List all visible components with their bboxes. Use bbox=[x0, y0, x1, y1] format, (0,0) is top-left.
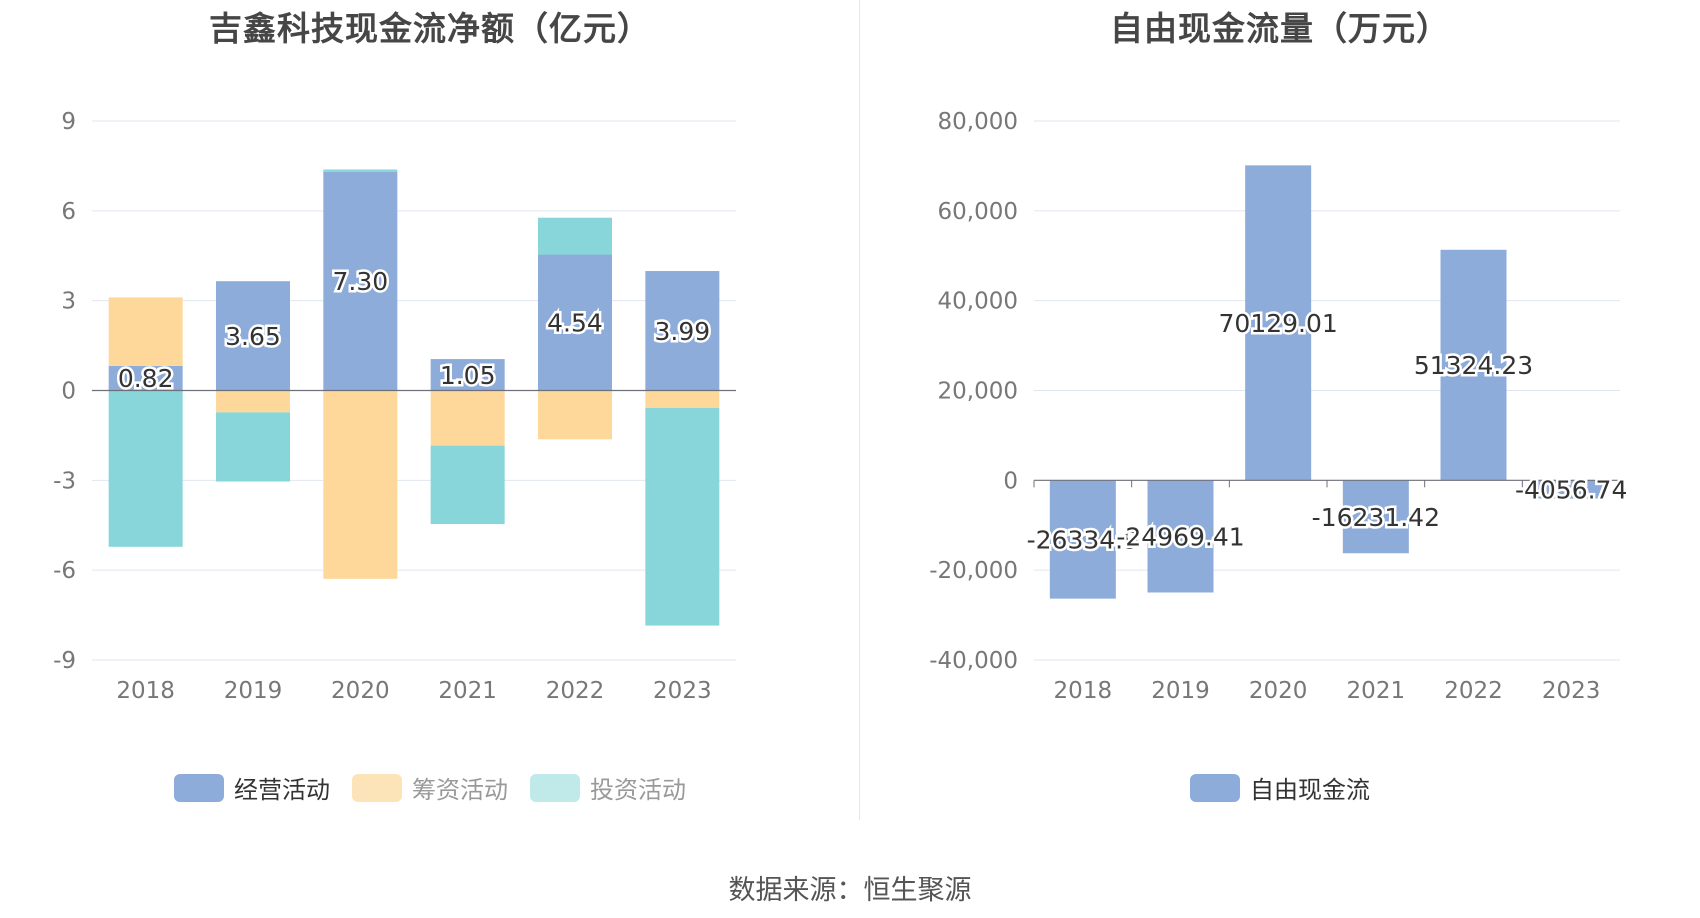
legend-item-financing[interactable]: 筹资活动 bbox=[352, 770, 508, 805]
legend-right: 自由现金流 bbox=[860, 770, 1700, 805]
y-tick-label: 6 bbox=[61, 199, 76, 225]
x-tick-label: 2018 bbox=[1054, 678, 1113, 704]
y-tick-label: -20,000 bbox=[929, 558, 1018, 584]
y-tick-label: 60,000 bbox=[938, 199, 1018, 225]
bar-0-2022 bbox=[1440, 249, 1507, 481]
legend-item-investing[interactable]: 投资活动 bbox=[530, 770, 686, 805]
bar-0-2023 bbox=[1538, 480, 1605, 499]
free-cash-flow-chart: 80,000 60,000 40,000 20,000 0 -20,000 -40,000 2… bbox=[929, 109, 1630, 704]
bar-0-2018 bbox=[108, 365, 183, 391]
x-tick-label: 2021 bbox=[438, 678, 497, 704]
bar-1-2023 bbox=[645, 390, 720, 408]
legend-swatch-operating bbox=[174, 773, 224, 802]
bar-2-2022 bbox=[538, 217, 612, 255]
bar-1-2018 bbox=[108, 297, 183, 366]
legend-item-operating[interactable]: 经营活动 bbox=[174, 770, 330, 805]
bar-0-2021 bbox=[430, 359, 505, 391]
legend-swatch-free-cash-flow bbox=[1190, 773, 1240, 802]
legend-label-free-cash-flow: 自由现金流 bbox=[1250, 776, 1370, 804]
bar-2-2018 bbox=[108, 390, 183, 547]
x-tick-label: 2023 bbox=[653, 678, 712, 704]
x-tick-label: 2019 bbox=[224, 678, 283, 704]
y-tick-label: -40,000 bbox=[929, 648, 1018, 674]
data-label: -24969.41 bbox=[1116, 522, 1244, 551]
bar-1-2019 bbox=[216, 390, 290, 413]
legend-label-financing: 筹资活动 bbox=[412, 776, 508, 804]
bar-0-2022 bbox=[538, 254, 612, 391]
x-tick-label: 2022 bbox=[1444, 678, 1503, 704]
y-tick-label: -9 bbox=[53, 648, 76, 674]
bar-2-2020 bbox=[323, 169, 398, 172]
data-label: -26334.9 bbox=[1027, 525, 1139, 554]
x-tick-label: 2018 bbox=[116, 678, 175, 704]
legend-left: 经营活动 筹资活动 投资活动 bbox=[0, 770, 860, 805]
bar-2-2019 bbox=[216, 412, 290, 482]
legend-label-investing: 投资活动 bbox=[590, 776, 686, 804]
data-label: -16231.42 bbox=[1312, 503, 1440, 532]
data-label: 7.30 bbox=[332, 267, 388, 296]
free-cash-flow-chart-panel: 自由现金流量（万元） 80,000 60,000 40,000 20,000 0 -20,… bbox=[860, 0, 1700, 830]
x-tick-label: 2022 bbox=[546, 678, 605, 704]
bar-0-2019 bbox=[1147, 480, 1214, 593]
chart-title-right: 自由现金流量（万元） bbox=[1110, 9, 1450, 48]
bar-1-2020 bbox=[323, 390, 398, 579]
y-tick-label: 40,000 bbox=[938, 289, 1018, 315]
data-source-footer: 数据来源：恒生聚源 bbox=[728, 875, 972, 906]
data-label: 0.82 bbox=[118, 364, 174, 393]
data-label: 3.65 bbox=[225, 322, 281, 351]
legend-label-operating: 经营活动 bbox=[234, 776, 330, 804]
bar-2-2023 bbox=[645, 407, 720, 626]
chart-title-left: 吉鑫科技现金流净额（亿元） bbox=[209, 9, 651, 48]
x-tick-label: 2020 bbox=[331, 678, 390, 704]
cash-flow-net-chart-panel: 吉鑫科技现金流净额（亿元） 9 6 3 0 -3 -6 -9 2018 2019 2020 2021… bbox=[0, 0, 860, 830]
bar-0-2021 bbox=[1342, 480, 1409, 554]
data-label: -4056.74 bbox=[1515, 475, 1627, 504]
legend-item-free-cash-flow[interactable]: 自由现金流 bbox=[1190, 770, 1370, 805]
y-tick-label: 0 bbox=[61, 379, 76, 405]
legend-swatch-financing bbox=[352, 773, 402, 802]
data-label: 70129.01 bbox=[1219, 309, 1338, 338]
x-tick-label: 2019 bbox=[1151, 678, 1210, 704]
bar-1-2022 bbox=[538, 390, 612, 440]
bar-2-2021 bbox=[430, 445, 505, 525]
bar-0-2023 bbox=[645, 271, 720, 391]
bar-0-2020 bbox=[1245, 165, 1312, 481]
cash-flow-net-chart: 9 6 3 0 -3 -6 -9 2018 2019 2020 2021 2022 2023 0.82 3.… bbox=[53, 109, 736, 704]
x-tick-label: 2023 bbox=[1542, 678, 1601, 704]
y-tick-label: -6 bbox=[53, 558, 76, 584]
bar-0-2018 bbox=[1049, 480, 1116, 599]
y-tick-label: 20,000 bbox=[938, 379, 1018, 405]
y-tick-label: 9 bbox=[61, 109, 76, 135]
panel-divider bbox=[859, 0, 860, 820]
y-tick-label: 80,000 bbox=[938, 109, 1018, 135]
data-label: 1.05 bbox=[440, 361, 496, 390]
data-label: 4.54 bbox=[547, 309, 603, 338]
bar-1-2021 bbox=[430, 390, 505, 446]
y-tick-label: 3 bbox=[61, 289, 76, 315]
y-tick-label: 0 bbox=[1003, 468, 1018, 494]
x-tick-label: 2021 bbox=[1347, 678, 1406, 704]
x-tick-label: 2020 bbox=[1249, 678, 1308, 704]
bar-0-2020 bbox=[323, 171, 398, 391]
data-label: 3.99 bbox=[654, 317, 710, 346]
legend-swatch-investing bbox=[530, 773, 580, 802]
y-tick-label: -3 bbox=[53, 468, 76, 494]
bar-0-2019 bbox=[216, 281, 290, 391]
data-label: 51324.23 bbox=[1414, 351, 1533, 380]
